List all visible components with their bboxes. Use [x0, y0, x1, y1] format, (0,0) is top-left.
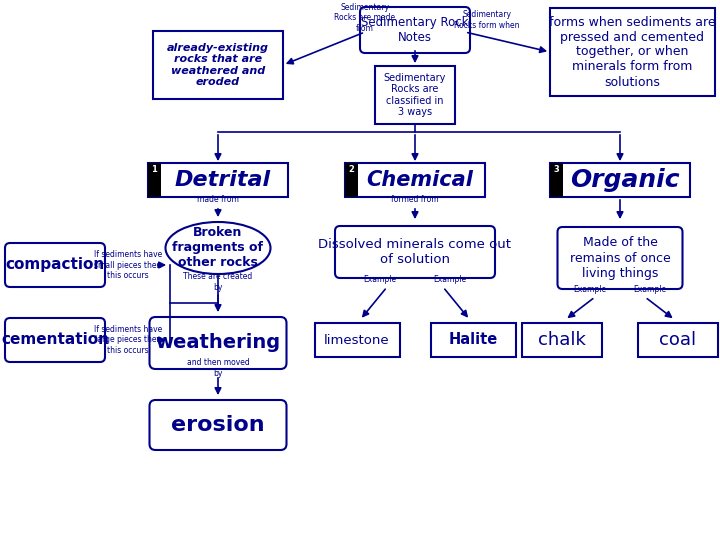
- Text: Detrital: Detrital: [175, 170, 271, 190]
- Bar: [315, 323, 400, 357]
- Text: and then moved
by: and then moved by: [186, 359, 249, 377]
- Text: Sedimentary
Rocks are
classified in
3 ways: Sedimentary Rocks are classified in 3 wa…: [384, 72, 446, 117]
- Text: already-existing
rocks that are
weathered and
eroded: already-existing rocks that are weathere…: [167, 43, 269, 87]
- Text: coal: coal: [660, 331, 696, 349]
- Text: Example: Example: [634, 286, 667, 294]
- Text: formed from: formed from: [391, 195, 438, 205]
- Text: These are created
by: These are created by: [184, 272, 253, 292]
- Text: weathering: weathering: [156, 334, 281, 353]
- Text: Example: Example: [433, 275, 467, 285]
- Text: compaction: compaction: [5, 258, 104, 273]
- Text: cementation: cementation: [1, 333, 109, 348]
- Bar: [153, 31, 283, 99]
- Bar: [550, 163, 563, 197]
- Text: Example: Example: [364, 275, 397, 285]
- Bar: [375, 66, 455, 124]
- FancyBboxPatch shape: [335, 226, 495, 278]
- Bar: [549, 8, 714, 96]
- Text: Broken
fragments of
other rocks: Broken fragments of other rocks: [173, 226, 264, 269]
- FancyBboxPatch shape: [150, 400, 287, 450]
- FancyBboxPatch shape: [150, 317, 287, 369]
- Bar: [431, 323, 516, 357]
- Text: Example: Example: [573, 286, 606, 294]
- FancyBboxPatch shape: [5, 318, 105, 362]
- Bar: [345, 163, 358, 197]
- Text: chalk: chalk: [538, 331, 586, 349]
- Text: Dissolved minerals come out
of solution: Dissolved minerals come out of solution: [318, 238, 511, 266]
- Text: 1: 1: [151, 165, 157, 174]
- Ellipse shape: [166, 222, 271, 274]
- Text: If sediments have
small pieces then
this occurs: If sediments have small pieces then this…: [94, 250, 162, 280]
- Text: Organic: Organic: [570, 168, 680, 192]
- Text: 3: 3: [553, 165, 559, 174]
- Text: Sedimentary
Rocks form when: Sedimentary Rocks form when: [454, 10, 520, 30]
- Bar: [148, 163, 161, 197]
- Text: Sedimentary Rock
Notes: Sedimentary Rock Notes: [361, 16, 469, 44]
- Text: limestone: limestone: [324, 334, 390, 347]
- Text: made from: made from: [197, 195, 239, 205]
- FancyBboxPatch shape: [5, 243, 105, 287]
- FancyBboxPatch shape: [557, 227, 683, 289]
- Bar: [345, 163, 485, 197]
- Bar: [148, 163, 288, 197]
- Bar: [550, 163, 690, 197]
- Text: Made of the
remains of once
living things: Made of the remains of once living thing…: [570, 237, 670, 280]
- Text: Chemical: Chemical: [366, 170, 474, 190]
- Text: forms when sediments are
pressed and cemented
together, or when
minerals form fr: forms when sediments are pressed and cem…: [549, 16, 715, 89]
- FancyBboxPatch shape: [360, 7, 470, 53]
- Bar: [522, 323, 602, 357]
- Text: If sediments have
large pieces then
this occurs: If sediments have large pieces then this…: [94, 325, 162, 355]
- Text: 2: 2: [348, 165, 354, 174]
- Bar: [638, 323, 718, 357]
- Text: erosion: erosion: [171, 415, 265, 435]
- Text: Sedimentary
Rocks are made
from: Sedimentary Rocks are made from: [334, 3, 395, 33]
- Text: Halite: Halite: [449, 333, 498, 348]
